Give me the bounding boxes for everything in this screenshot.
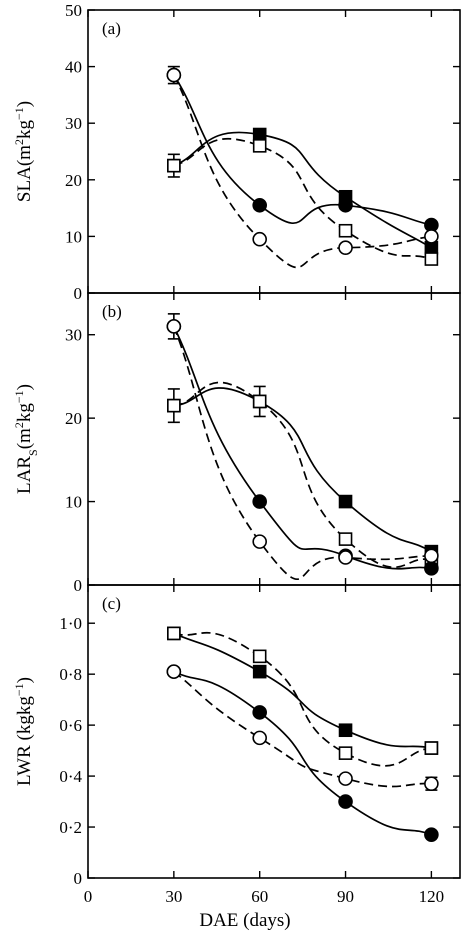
point-open-square [338, 223, 353, 238]
y-tick-label: 20 [65, 409, 82, 428]
x-axis-tick-labels: 0 30 60 90 120 [84, 887, 444, 906]
x-tick-label: 120 [419, 887, 445, 906]
y-tick-label: 10 [65, 227, 82, 246]
y-tick-label: 0·8 [59, 665, 82, 684]
panel-label: (a) [102, 19, 121, 38]
series-line-filled-square [173, 387, 432, 553]
point-filled-circle [252, 705, 267, 720]
panel-label: (c) [102, 594, 121, 613]
point-open-square [424, 252, 439, 266]
y-axis-title: LWR (kgkg−1) [12, 677, 35, 786]
x-tick-label: 60 [251, 887, 268, 906]
point-open-circle [252, 534, 267, 549]
point-open-square [167, 626, 181, 641]
point-open-square [167, 158, 181, 173]
x-axis-title: DAE (days) [199, 910, 290, 931]
point-open-circle [252, 231, 267, 247]
point-open-square [338, 746, 353, 760]
series-line-filled-circle [173, 670, 432, 836]
point-open-circle [166, 664, 182, 679]
series-line-open-square [173, 137, 432, 260]
point-open-square [338, 532, 353, 546]
y-tick-label: 0·4 [59, 767, 82, 786]
panel-label: (b) [102, 302, 122, 321]
point-filled-square [252, 127, 267, 142]
point-filled-circle [424, 827, 439, 842]
point-open-circle [166, 319, 182, 334]
point-filled-square [252, 664, 267, 679]
point-open-square [252, 139, 267, 153]
plot-frame [87, 9, 461, 294]
point-filled-square [338, 494, 353, 509]
point-filled-circle [338, 197, 353, 213]
series-line-open-circle [173, 670, 432, 788]
series-line-filled-circle [173, 74, 432, 226]
y-axis-title: LARS(m2kg−1) [12, 384, 40, 494]
y-tick-label: 1·0 [59, 614, 82, 633]
panel-a: (a) 0 10 20 30 40 50 SLA(m2kg−1) [12, 1, 461, 303]
x-tick-label: 30 [165, 887, 182, 906]
point-open-circle [252, 730, 267, 746]
point-open-circle [424, 229, 439, 244]
point-filled-circle [252, 197, 267, 213]
series-line-filled-square [173, 131, 432, 249]
point-open-square [252, 649, 267, 664]
x-tick-label: 90 [337, 887, 354, 906]
y-tick-label: 0 [74, 576, 83, 595]
y-tick-label: 0·2 [59, 818, 82, 837]
point-open-square [252, 394, 267, 409]
y-tick-label: 30 [65, 326, 82, 345]
series-line-open-square [173, 631, 432, 767]
y-tick-label: 10 [65, 493, 82, 512]
series-line-filled-circle [173, 326, 432, 570]
y-tick-label: 20 [65, 171, 82, 190]
point-filled-square [338, 723, 353, 738]
point-open-circle [166, 67, 182, 83]
point-open-circle [338, 771, 353, 786]
series-line-open-circle [173, 74, 432, 269]
series-line-open-square [173, 381, 432, 569]
plot-frame [87, 584, 461, 879]
point-open-circle [338, 240, 353, 256]
point-open-circle [338, 550, 353, 565]
panel-b: (b) 0 10 20 30 LARS(m2kg−1) [12, 292, 461, 595]
x-tick-label: 0 [84, 887, 93, 906]
series-line-open-circle [173, 326, 432, 581]
y-tick-label: 30 [65, 114, 82, 133]
point-filled-circle [424, 561, 439, 576]
y-tick-label: 0 [74, 869, 83, 888]
point-open-square [167, 398, 181, 413]
point-open-square [424, 741, 439, 755]
y-tick-label: 40 [65, 58, 82, 77]
y-tick-label: 0·6 [59, 716, 82, 735]
point-filled-circle [252, 494, 267, 509]
point-filled-circle [338, 794, 353, 809]
point-open-circle [424, 548, 439, 564]
series-line-filled-square [173, 632, 432, 749]
y-tick-label: 0 [74, 284, 83, 303]
y-axis-title: SLA(m2kg−1) [12, 101, 35, 202]
panel-c: (c) 0 0·2 0·4 0·6 0·8 1·0 LWR (kgkg−1) [12, 584, 461, 888]
point-open-circle [424, 776, 439, 792]
y-tick-label: 50 [65, 1, 82, 20]
